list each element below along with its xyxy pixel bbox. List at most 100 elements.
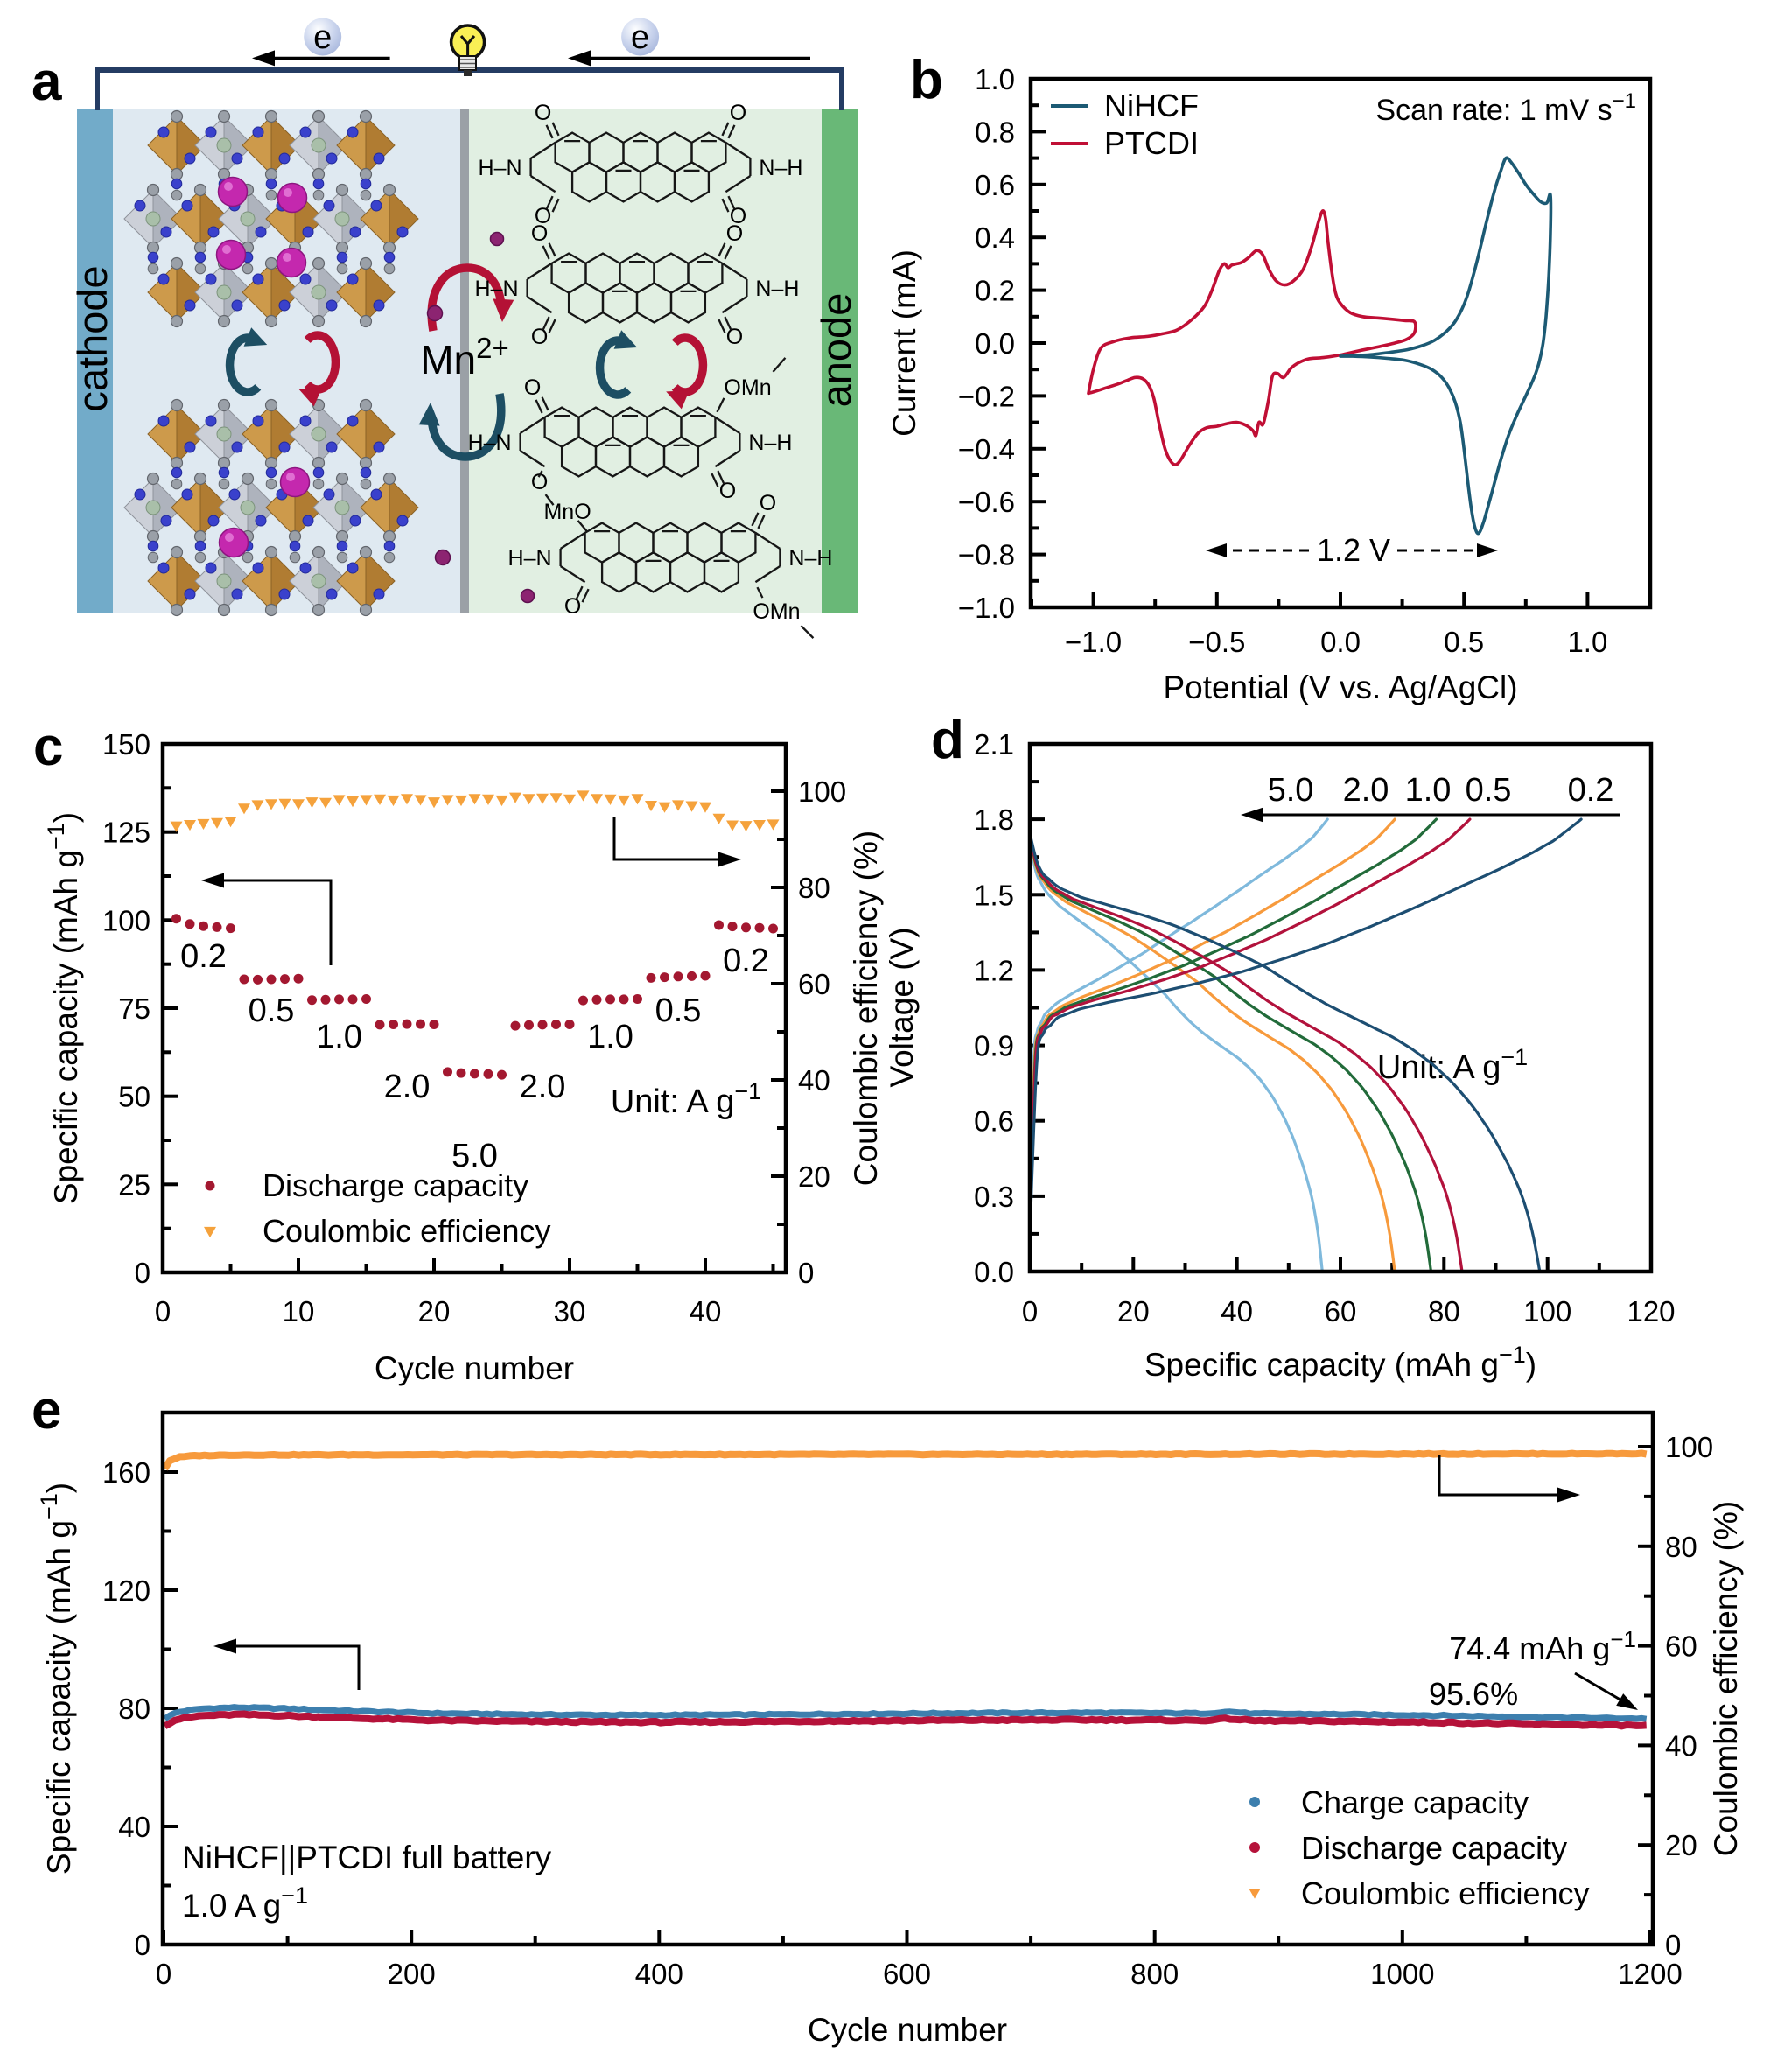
svg-text:H–N: H–N (475, 277, 519, 301)
svg-text:125: 125 (102, 817, 150, 849)
svg-text:Discharge capacity: Discharge capacity (1301, 1830, 1567, 1866)
svg-text:120: 120 (102, 1574, 150, 1607)
svg-text:0.0: 0.0 (975, 327, 1015, 360)
svg-text:2.1: 2.1 (974, 728, 1014, 761)
svg-text:N–H: N–H (788, 546, 832, 571)
svg-text:20: 20 (1665, 1829, 1698, 1861)
svg-text:1200: 1200 (1618, 1958, 1682, 1990)
svg-text:0.2: 0.2 (1568, 772, 1614, 809)
svg-text:Coulombic efficiency (%): Coulombic efficiency (%) (848, 831, 884, 1186)
svg-text:e: e (631, 19, 649, 56)
svg-text:0.0: 0.0 (974, 1256, 1014, 1288)
svg-text:75: 75 (118, 992, 150, 1025)
svg-text:−0.8: −0.8 (958, 539, 1015, 571)
svg-text:1.0: 1.0 (1567, 626, 1607, 658)
svg-text:O: O (535, 101, 551, 125)
svg-text:400: 400 (635, 1958, 683, 1990)
svg-text:Unit: A g−1: Unit: A g−1 (611, 1078, 761, 1120)
svg-text:40: 40 (1221, 1295, 1253, 1328)
svg-text:d: d (931, 710, 964, 770)
svg-text:2.0: 2.0 (1343, 772, 1390, 809)
svg-text:120: 120 (1627, 1295, 1675, 1328)
svg-text:O: O (726, 221, 743, 246)
svg-text:Scan rate: 1 mV s−1: Scan rate: 1 mV s−1 (1376, 89, 1636, 127)
svg-text:0.6: 0.6 (975, 169, 1015, 201)
svg-text:100: 100 (1665, 1431, 1713, 1463)
svg-text:0: 0 (135, 1257, 150, 1289)
svg-text:1000: 1000 (1370, 1958, 1434, 1990)
svg-text:20: 20 (798, 1160, 830, 1193)
svg-text:Voltage (V): Voltage (V) (884, 927, 920, 1087)
svg-text:1.5: 1.5 (974, 879, 1014, 911)
svg-text:O: O (730, 101, 746, 125)
svg-text:PTCDI: PTCDI (1104, 125, 1199, 161)
svg-text:80: 80 (1428, 1295, 1460, 1328)
svg-text:O: O (531, 470, 548, 494)
svg-text:600: 600 (883, 1958, 931, 1990)
svg-text:1.2 V: 1.2 V (1317, 532, 1390, 568)
svg-text:Current (mA): Current (mA) (886, 249, 922, 437)
svg-text:100: 100 (798, 775, 846, 808)
svg-text:−0.5: −0.5 (1188, 626, 1245, 658)
svg-text:0.0: 0.0 (1320, 626, 1361, 658)
svg-text:e: e (32, 1380, 61, 1441)
svg-text:NiHCF: NiHCF (1104, 88, 1199, 123)
svg-text:1.2: 1.2 (974, 954, 1014, 986)
svg-text:0: 0 (156, 1958, 172, 1990)
svg-text:60: 60 (1325, 1295, 1357, 1328)
svg-text:0.4: 0.4 (975, 221, 1015, 254)
svg-text:0.8: 0.8 (975, 116, 1015, 148)
svg-text:a: a (32, 52, 62, 112)
svg-text:OMn: OMn (724, 375, 771, 400)
svg-text:Coulombic efficiency: Coulombic efficiency (1301, 1875, 1589, 1911)
svg-text:30: 30 (554, 1295, 586, 1328)
svg-text:60: 60 (798, 968, 830, 1000)
svg-text:O: O (531, 325, 548, 349)
svg-text:60: 60 (1665, 1630, 1698, 1663)
svg-text:0.2: 0.2 (180, 938, 227, 975)
svg-text:0: 0 (155, 1295, 171, 1328)
svg-text:H–N: H–N (508, 546, 552, 571)
svg-text:50: 50 (118, 1081, 150, 1113)
svg-text:0: 0 (1022, 1295, 1038, 1328)
svg-text:1.0: 1.0 (587, 1019, 634, 1055)
svg-text:100: 100 (1523, 1295, 1572, 1328)
svg-text:0: 0 (1665, 1929, 1681, 1961)
svg-text:Coulombic efficiency (%): Coulombic efficiency (%) (1708, 1501, 1744, 1856)
svg-text:N–H: N–H (748, 431, 792, 455)
svg-text:0.2: 0.2 (723, 943, 769, 979)
svg-text:−0.6: −0.6 (958, 486, 1015, 518)
svg-text:−1.0: −1.0 (958, 592, 1015, 624)
svg-text:c: c (33, 717, 63, 777)
svg-text:Charge capacity: Charge capacity (1301, 1784, 1529, 1820)
svg-text:Cycle number: Cycle number (808, 2012, 1007, 2048)
svg-text:0.9: 0.9 (974, 1030, 1014, 1062)
svg-text:anode: anode (813, 293, 859, 408)
svg-text:40: 40 (690, 1295, 722, 1328)
svg-text:O: O (524, 375, 541, 400)
svg-text:O: O (531, 221, 548, 246)
svg-text:Specific capacity (mAh g−1): Specific capacity (mAh g−1) (1144, 1342, 1536, 1383)
svg-text:1.0: 1.0 (1405, 772, 1452, 809)
svg-text:25: 25 (118, 1168, 150, 1201)
svg-text:0.3: 0.3 (974, 1181, 1014, 1213)
svg-text:80: 80 (798, 872, 830, 904)
svg-text:Cycle number: Cycle number (374, 1350, 574, 1386)
svg-text:10: 10 (283, 1295, 315, 1328)
svg-text:Specific capacity (mAh g−1): Specific capacity (mAh g−1) (36, 1483, 77, 1875)
svg-text:20: 20 (418, 1295, 451, 1328)
svg-text:40: 40 (118, 1811, 150, 1843)
svg-text:H–N: H–N (468, 431, 512, 455)
svg-text:Coulombic efficiency: Coulombic efficiency (262, 1213, 550, 1249)
svg-text:2.0: 2.0 (384, 1069, 430, 1105)
svg-text:NiHCF||PTCDI full battery: NiHCF||PTCDI full battery (182, 1840, 552, 1875)
svg-text:N–H: N–H (755, 277, 799, 301)
svg-text:−0.4: −0.4 (958, 433, 1015, 466)
svg-text:b: b (910, 50, 943, 110)
svg-text:OMn: OMn (752, 599, 800, 624)
svg-text:−1.0: −1.0 (1065, 626, 1122, 658)
svg-text:O: O (730, 204, 746, 228)
svg-text:2.0: 2.0 (520, 1069, 566, 1105)
svg-text:74.4 mAh g−1: 74.4 mAh g−1 (1449, 1626, 1636, 1666)
svg-text:0.5: 0.5 (1466, 772, 1512, 809)
